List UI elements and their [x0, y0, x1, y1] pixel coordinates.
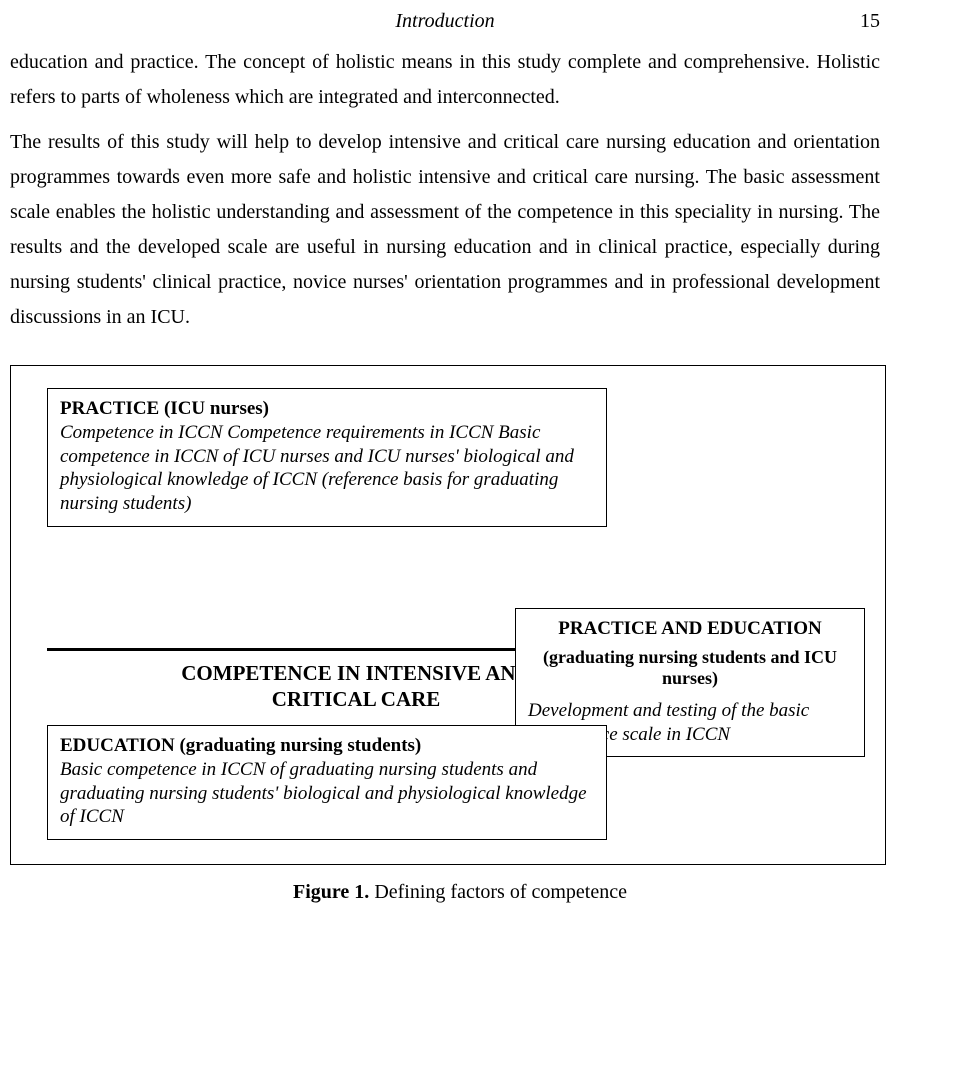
figure-caption: Figure 1. Defining factors of competence — [0, 881, 920, 904]
page: Introduction 15 education and practice. … — [0, 0, 960, 1078]
box-right-title: PRACTICE AND EDUCATION — [528, 617, 852, 641]
center-label: COMPETENCE IN INTENSIVE AND CRITICAL CAR… — [171, 660, 541, 713]
paragraph-2: The results of this study will help to d… — [10, 125, 880, 335]
box-right-subtitle: (graduating nursing students and ICU nur… — [528, 647, 852, 689]
horizontal-rule — [47, 648, 537, 651]
box-education-body: Basic competence in ICCN of graduating n… — [60, 758, 594, 829]
running-title: Introduction — [10, 10, 880, 33]
box-practice-title: PRACTICE (ICU nurses) — [60, 397, 594, 421]
figure-caption-text: Defining factors of competence — [369, 881, 627, 903]
body-text: education and practice. The concept of h… — [0, 45, 920, 335]
paragraph-1: education and practice. The concept of h… — [10, 45, 880, 115]
box-education: EDUCATION (graduating nursing students) … — [47, 725, 607, 840]
box-practice-body: Competence in ICCN Competence requiremen… — [60, 421, 594, 516]
running-head: Introduction 15 — [0, 10, 920, 33]
box-education-title: EDUCATION (graduating nursing students) — [60, 735, 421, 756]
figure-caption-label: Figure 1. — [293, 881, 369, 903]
figure-frame: PRACTICE (ICU nurses) Competence in ICCN… — [10, 365, 886, 865]
page-number: 15 — [860, 10, 880, 33]
box-practice: PRACTICE (ICU nurses) Competence in ICCN… — [47, 388, 607, 527]
